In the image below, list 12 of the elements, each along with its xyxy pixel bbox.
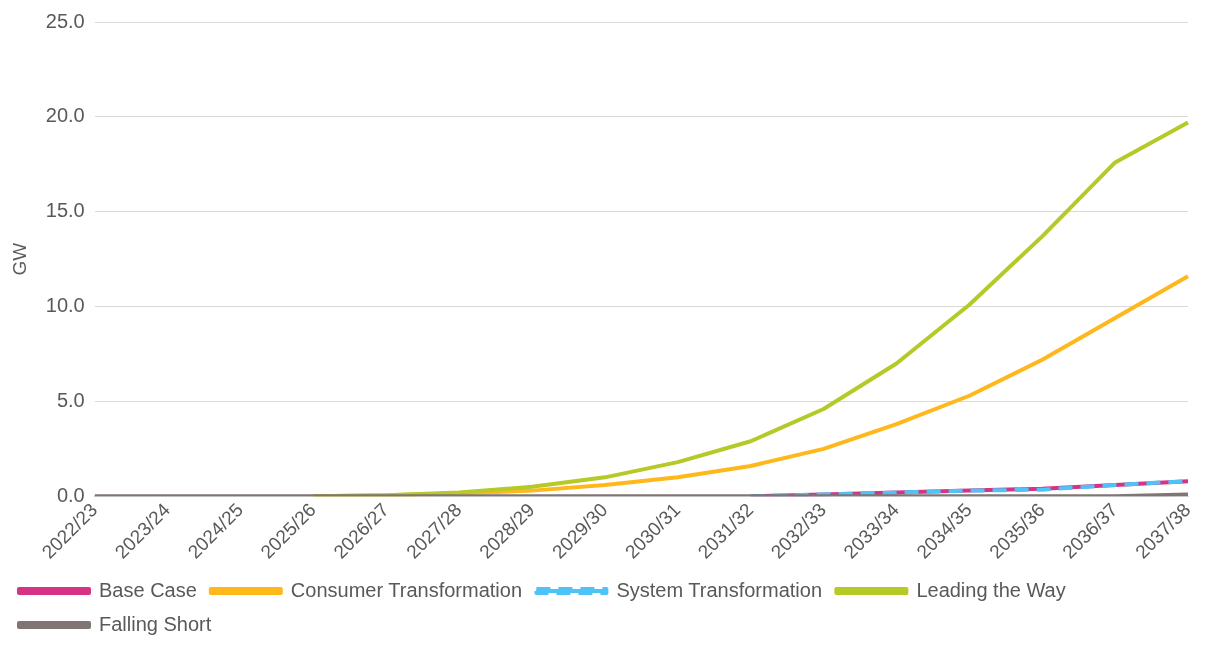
y-axis-title: GW <box>8 242 30 276</box>
legend-label: Falling Short <box>99 612 212 635</box>
legend-label: Consumer Transformation <box>290 578 523 601</box>
legend-label: Leading the Way <box>916 578 1066 601</box>
legend-label: Base Case <box>99 578 197 601</box>
y-tick-label: 10.0 <box>45 294 85 317</box>
y-tick-label: 15.0 <box>45 199 85 222</box>
legend-label: System Transformation <box>616 578 823 601</box>
y-tick-label: 20.0 <box>45 104 85 127</box>
y-tick-label: 25.0 <box>45 9 85 32</box>
y-tick-label: 0.0 <box>56 483 85 506</box>
y-tick-label: 5.0 <box>56 388 85 411</box>
